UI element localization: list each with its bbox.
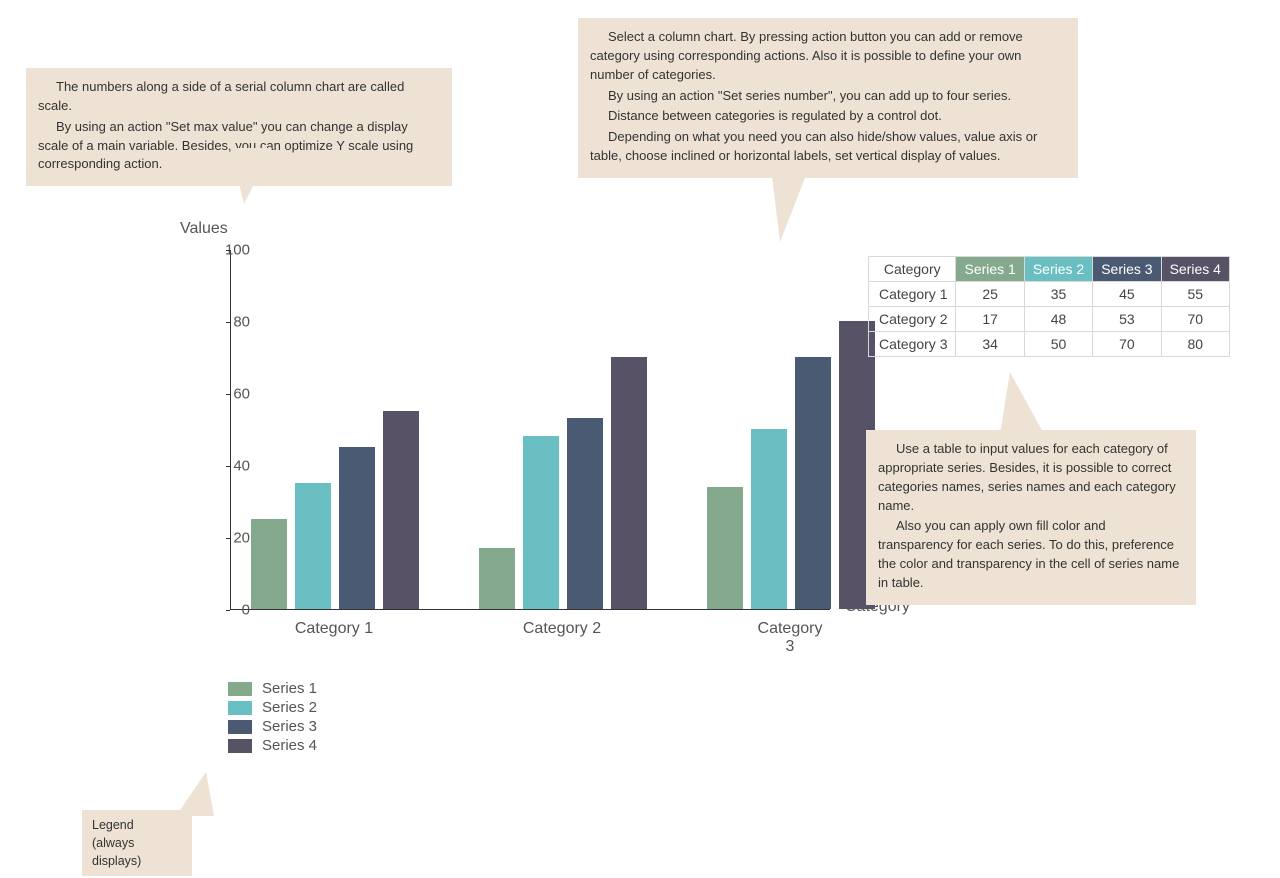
table-header-series: Series 3 <box>1093 257 1161 282</box>
table-cell: 45 <box>1093 282 1161 307</box>
callout-line: Also you can apply own fill color and tr… <box>878 517 1184 592</box>
bar <box>523 436 559 609</box>
table-cell-category: Category 2 <box>869 307 956 332</box>
table-header-series: Series 2 <box>1024 257 1092 282</box>
y-tick-label: 20 <box>210 530 250 547</box>
legend-swatch <box>228 720 252 734</box>
category-label: Category 3 <box>755 620 825 656</box>
category-label: Category 2 <box>523 620 601 638</box>
callout-line: Use a table to input values for each cat… <box>878 440 1184 515</box>
legend-item: Series 4 <box>228 737 317 754</box>
table-cell-category: Category 1 <box>869 282 956 307</box>
y-tick-mark <box>226 610 230 611</box>
y-tick-mark <box>226 394 230 395</box>
y-tick-label: 100 <box>210 242 250 259</box>
callout-legend: Legend(always displays) <box>82 810 192 876</box>
table-cell: 34 <box>956 332 1024 357</box>
table-row: Category 334507080 <box>869 332 1230 357</box>
category-label: Category 1 <box>295 620 373 638</box>
callout-line: Select a column chart. By pressing actio… <box>590 28 1066 85</box>
y-tick-label: 0 <box>210 602 250 619</box>
callout-table-pointer <box>1000 372 1044 434</box>
legend-label: Series 2 <box>262 699 317 716</box>
callout-line: Legend <box>92 816 182 834</box>
table-header-series: Series 1 <box>956 257 1024 282</box>
table-cell: 53 <box>1093 307 1161 332</box>
y-tick-mark <box>226 322 230 323</box>
bar <box>251 519 287 609</box>
table-cell: 25 <box>956 282 1024 307</box>
legend-swatch <box>228 739 252 753</box>
legend-label: Series 1 <box>262 680 317 697</box>
bar <box>479 548 515 609</box>
bar <box>611 357 647 609</box>
table-header-series: Series 4 <box>1161 257 1229 282</box>
table-row: Category 217485370 <box>869 307 1230 332</box>
bar <box>383 411 419 609</box>
column-chart: Values Category 020406080100Category 1Ca… <box>180 220 860 640</box>
bar <box>795 357 831 609</box>
legend-item: Series 1 <box>228 680 317 697</box>
data-table: CategorySeries 1Series 2Series 3Series 4… <box>868 256 1230 357</box>
legend-item: Series 3 <box>228 718 317 735</box>
y-tick-mark <box>226 466 230 467</box>
y-tick-mark <box>226 538 230 539</box>
bar <box>751 429 787 609</box>
table-header-category: Category <box>869 257 956 282</box>
legend-swatch <box>228 682 252 696</box>
table-cell: 50 <box>1024 332 1092 357</box>
table-cell: 70 <box>1161 307 1229 332</box>
y-tick-label: 60 <box>210 386 250 403</box>
legend-item: Series 2 <box>228 699 317 716</box>
table-cell: 55 <box>1161 282 1229 307</box>
callout-line: By using an action "Set series number", … <box>590 87 1066 106</box>
table-cell: 48 <box>1024 307 1092 332</box>
y-tick-label: 40 <box>210 458 250 475</box>
y-tick-mark <box>226 250 230 251</box>
callout-line: Depending on what you need you can also … <box>590 128 1066 166</box>
legend: Series 1 Series 2 Series 3 Series 4 <box>228 680 317 756</box>
callout-table: Use a table to input values for each cat… <box>866 430 1196 605</box>
plot-area <box>230 250 830 610</box>
y-axis-title: Values <box>180 220 228 238</box>
callout-scale-pointer <box>230 148 272 204</box>
table-row: Category 125354555 <box>869 282 1230 307</box>
table-cell: 17 <box>956 307 1024 332</box>
callout-line: The numbers along a side of a serial col… <box>38 78 440 116</box>
bar <box>707 487 743 609</box>
table-cell: 35 <box>1024 282 1092 307</box>
table-cell: 70 <box>1093 332 1161 357</box>
legend-swatch <box>228 701 252 715</box>
table-cell: 80 <box>1161 332 1229 357</box>
bar <box>295 483 331 609</box>
y-tick-label: 80 <box>210 314 250 331</box>
callout-top: Select a column chart. By pressing actio… <box>578 18 1078 178</box>
callout-line: Distance between categories is regulated… <box>590 107 1066 126</box>
legend-label: Series 3 <box>262 718 317 735</box>
bar <box>339 447 375 609</box>
bar <box>567 418 603 609</box>
table-cell-category: Category 3 <box>869 332 956 357</box>
legend-label: Series 4 <box>262 737 317 754</box>
callout-line: (always displays) <box>92 834 182 870</box>
